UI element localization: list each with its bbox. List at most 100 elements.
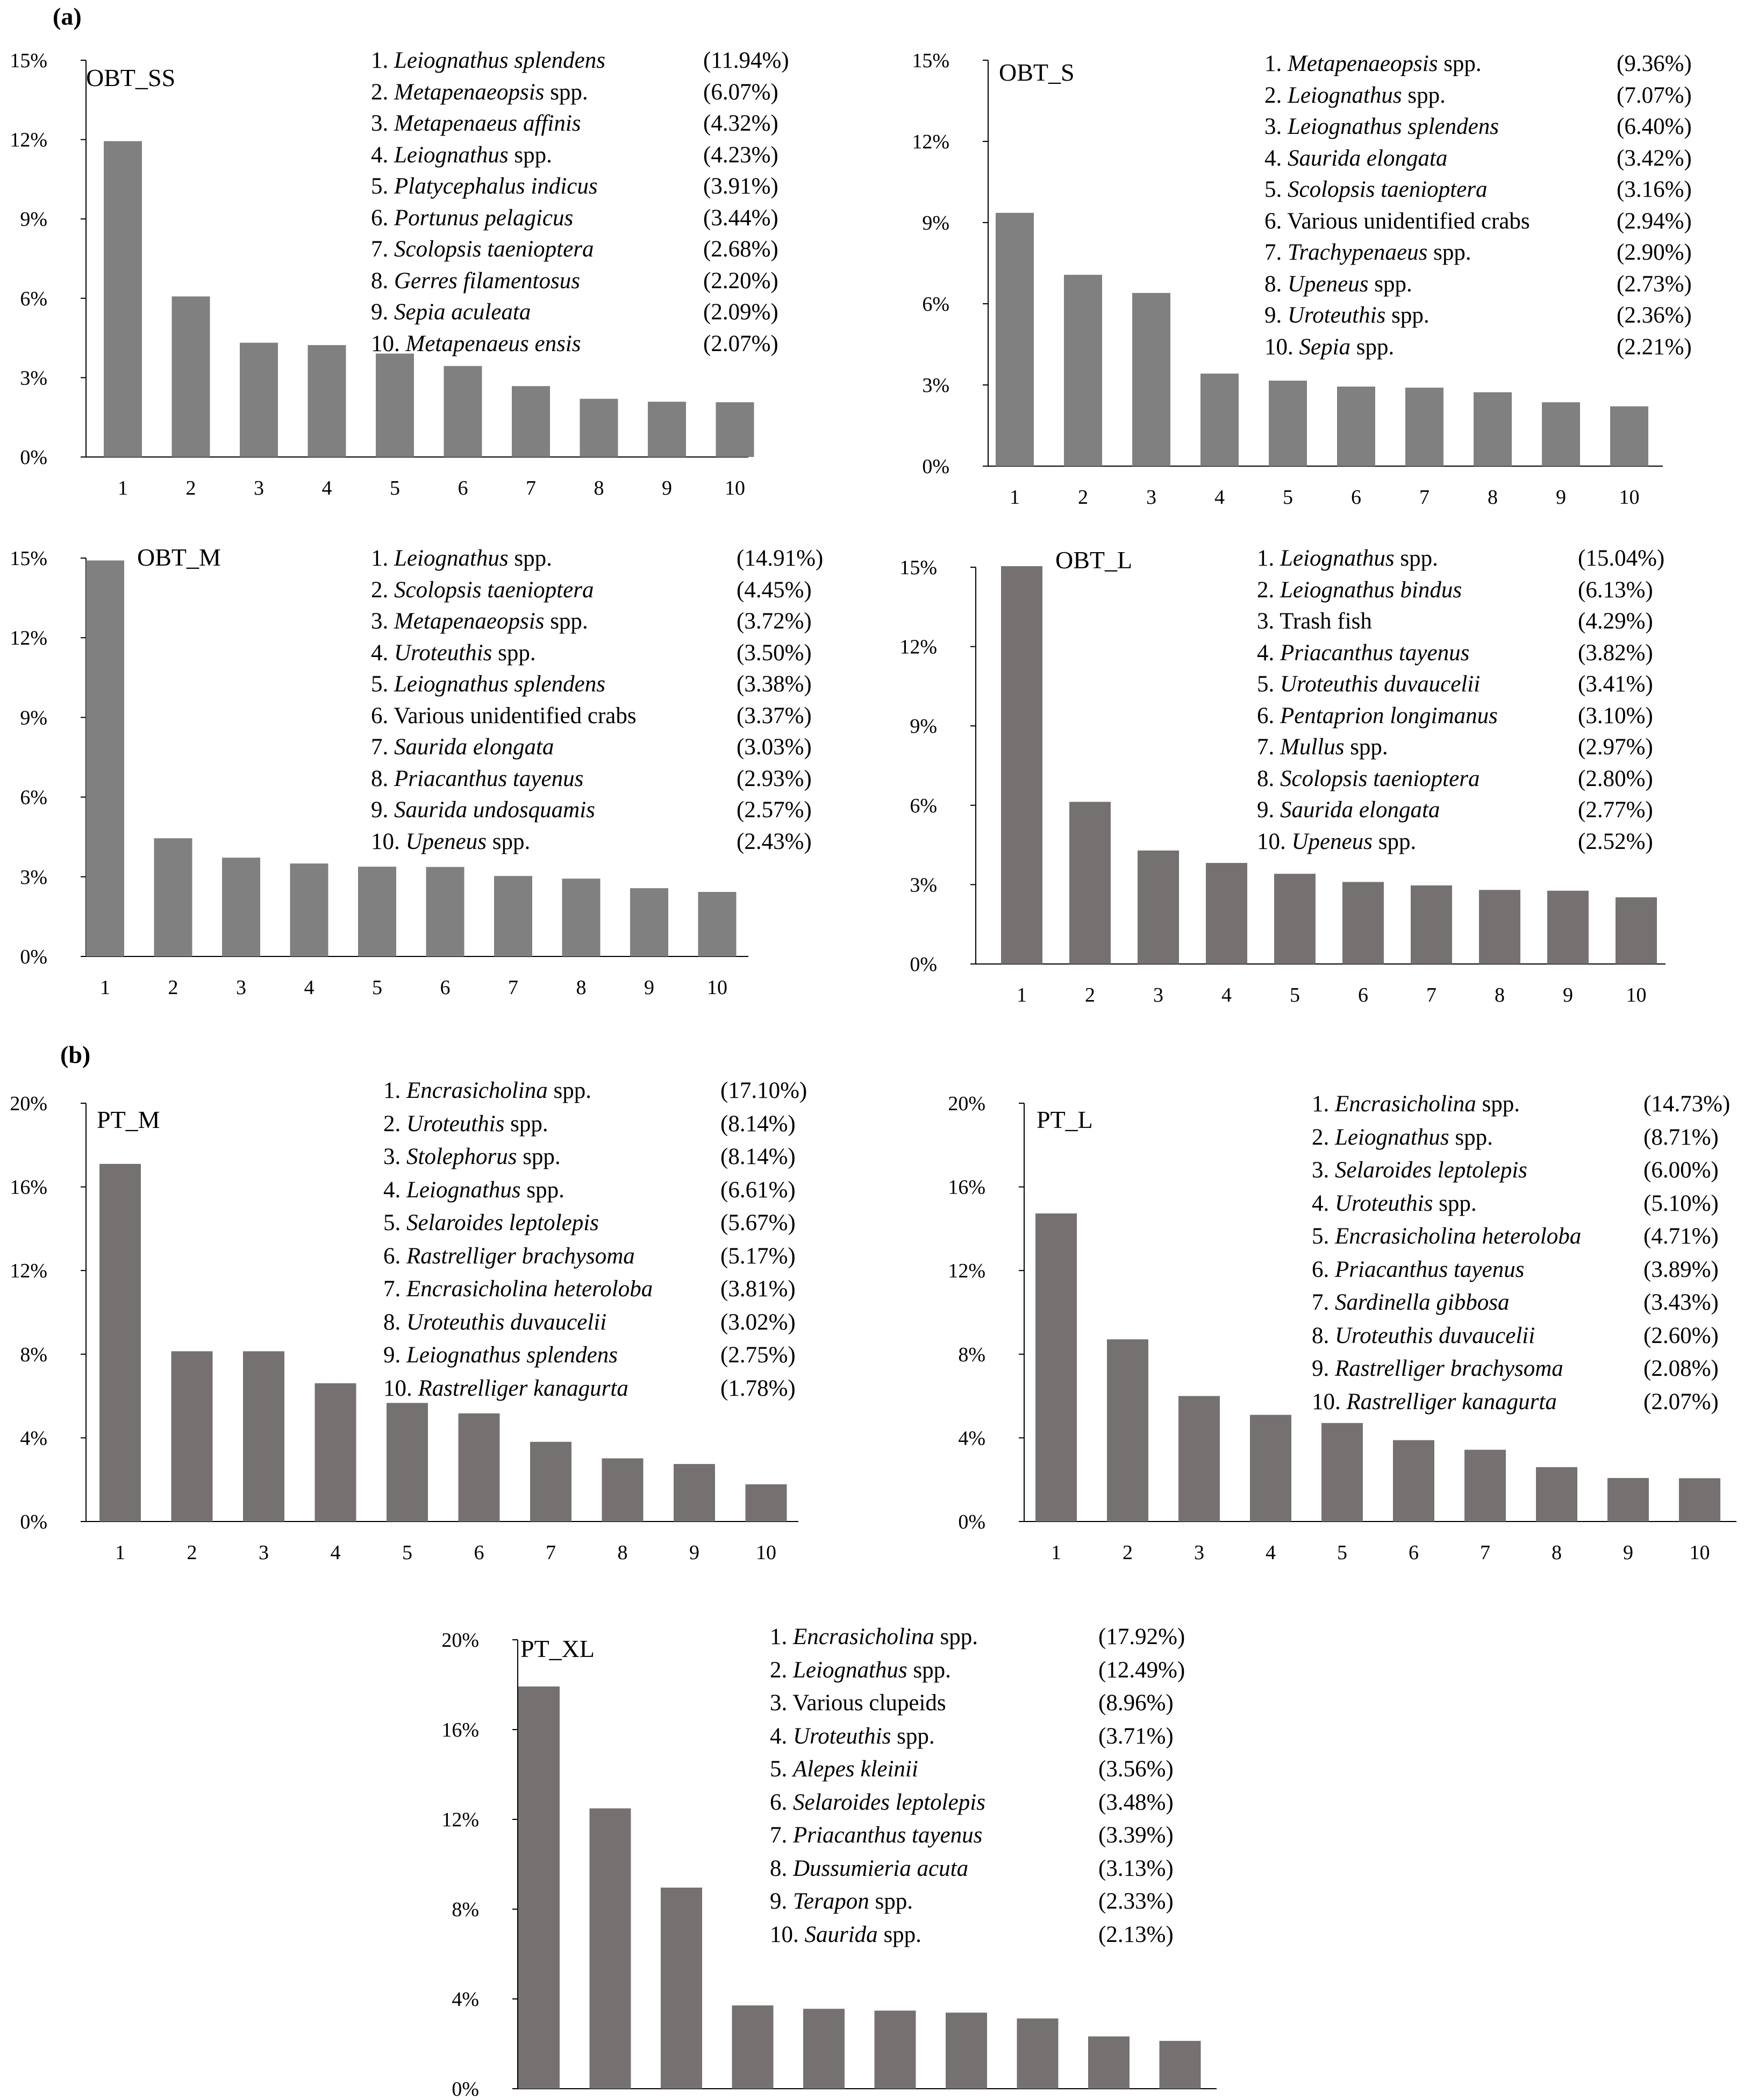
legend-item-percent: (3.91%) (703, 174, 778, 199)
legend-item-name-part: Trash fish (1280, 609, 1372, 634)
legend-item: 7. Trachypenaeus spp. (2.90%) (1264, 237, 1692, 268)
legend-item-name: 6. Various unidentified crabs (371, 703, 637, 728)
legend-item-name: 3. Metapenaeus affinis (371, 111, 581, 136)
x-tick-label: 4 (1221, 984, 1232, 1006)
y-tick-label: 15% (912, 49, 949, 72)
legend-item-name-part: spp. (504, 1111, 548, 1137)
bar-7 (494, 876, 532, 956)
legend-item: 10. Saurida spp. (2.13%) (770, 1919, 1174, 1951)
y-tick-label: 9% (20, 208, 47, 231)
legend-item-rank: 3. (371, 609, 394, 634)
legend-item-percent: (3.48%) (1098, 1789, 1174, 1815)
bar-7 (1411, 885, 1452, 964)
legend-item-name-part: Leiognathus (1280, 546, 1395, 571)
legend-item: 9. Sepia aculeata (2.09%) (371, 297, 778, 328)
legend-item-percent: (2.20%) (703, 268, 778, 294)
legend-item-name-part: Saurida elongata (1280, 797, 1440, 823)
legend-item-name-part: Scolopsis taenioptera (394, 577, 594, 603)
legend-item-percent: (6.00%) (1643, 1158, 1719, 1183)
bar-4 (732, 2005, 774, 2089)
bar-6 (874, 2010, 916, 2089)
legend-item-rank: 2. (1264, 82, 1288, 108)
legend-item-name-part: Uroteuthis (1288, 303, 1386, 328)
legend-item-name: 2. Leiognathus bindus (1257, 577, 1462, 603)
legend-item-percent: (17.10%) (720, 1078, 807, 1103)
legend-item-percent: (17.92%) (1098, 1624, 1185, 1649)
legend-item-rank: 10. (371, 331, 406, 356)
x-tick-label: 1 (1017, 984, 1027, 1006)
x-tick-label: 1 (115, 1541, 125, 1564)
legend-item: 5. Scolopsis taenioptera (3.16%) (1264, 174, 1692, 205)
legend-item-name: 10. Sepia spp. (1264, 334, 1394, 360)
legend-item: 10. Rastrelliger kanagurta (2.07%) (1312, 1387, 1719, 1418)
legend-item: 2. Leiognathus spp. (7.07%) (1264, 80, 1692, 111)
bar-2 (1064, 275, 1102, 466)
legend-item-percent: (2.73%) (1617, 271, 1692, 297)
legend-item: 3. Various clupeids (8.96%) (770, 1688, 1174, 1719)
legend-item-name-part: Various clupeids (792, 1690, 946, 1716)
legend-item: 2. Metapenaeopsis spp. (6.07%) (371, 77, 778, 108)
legend-item-percent: (2.13%) (1098, 1922, 1174, 1947)
x-tick-label: 8 (1495, 984, 1505, 1006)
legend-item-name-part: Leiognathus bindus (1280, 577, 1462, 603)
legend-item: 7. Priacanthus tayenus (3.39%) (770, 1820, 1174, 1851)
legend-item-name-part: Uroteuthis (793, 1723, 891, 1749)
legend-item-name: 9. Saurida undosquamis (371, 797, 595, 823)
bar-3 (1132, 292, 1170, 466)
x-tick-label: 8 (594, 477, 604, 499)
bar-10 (1159, 2041, 1201, 2089)
legend-item-name: 2. Uroteuthis spp. (383, 1111, 548, 1137)
bar-4 (1206, 863, 1247, 964)
legend-item: 4. Leiognathus spp. (6.61%) (383, 1175, 796, 1206)
legend-item-name-part: Leiognathus (394, 142, 509, 168)
legend-item-name-part: spp. (1350, 334, 1395, 360)
legend-item-percent: (2.77%) (1578, 797, 1653, 823)
legend-item-percent: (3.03%) (737, 734, 812, 760)
legend-item-name: 5. Scolopsis taenioptera (1264, 177, 1487, 202)
legend-item-name-part: Uroteuthis duvaucelii (1335, 1323, 1535, 1348)
legend-item-name: 4. Uroteuthis spp. (770, 1724, 935, 1749)
legend-item-rank: 8. (1312, 1323, 1335, 1348)
legend-item-name-part: Priacanthus tayenus (1335, 1256, 1525, 1282)
legend-item-name-part: spp. (1372, 828, 1417, 854)
legend-item-rank: 10. (1257, 828, 1292, 854)
legend-item-name: 7. Priacanthus tayenus (770, 1823, 982, 1848)
y-tick-label: 12% (10, 129, 47, 152)
legend-item-percent: (2.36%) (1617, 303, 1692, 328)
bar-10 (745, 1484, 787, 1522)
legend-item-rank: 6. (371, 205, 394, 231)
y-tick-label: 12% (10, 627, 47, 649)
x-tick-label: 3 (1153, 984, 1163, 1006)
legend-item: 5. Encrasicholina heteroloba (4.71%) (1312, 1221, 1719, 1252)
bar-10 (1616, 897, 1657, 964)
x-tick-label: 9 (1623, 1541, 1633, 1564)
bar-3 (222, 858, 260, 956)
legend-item-name-part: Upeneus (405, 828, 487, 854)
y-tick-label: 0% (958, 1511, 985, 1533)
legend-item-name-part: spp. (1402, 82, 1446, 108)
y-tick-label: 8% (452, 1898, 479, 1921)
y-tick-label: 8% (958, 1344, 985, 1366)
legend-item: 8. Dussumieria acuta (3.13%) (770, 1853, 1174, 1884)
legend-item-rank: 10. (770, 1922, 805, 1947)
bar-6 (458, 1413, 500, 1522)
legend-item: 5. Uroteuthis duvaucelii (3.41%) (1257, 669, 1653, 700)
x-tick-label: 5 (1337, 1541, 1347, 1564)
legend-item: 10. Sepia spp. (2.21%) (1264, 332, 1692, 363)
bar-5 (376, 353, 414, 457)
legend-item-rank: 9. (1264, 303, 1288, 328)
legend-item-name-part: Saurida elongata (1288, 145, 1448, 171)
legend-item-percent: (3.37%) (737, 703, 812, 728)
legend-item-name: 6. Rastrelliger brachysoma (383, 1244, 635, 1269)
legend-item-name: 8. Priacanthus tayenus (371, 766, 583, 791)
legend-item-name-part: spp. (1344, 734, 1388, 760)
chart-title: OBT_M (137, 544, 221, 571)
x-tick-label: 7 (526, 477, 536, 499)
legend-item-rank: 10. (383, 1375, 418, 1401)
legend-item-name-part: spp. (520, 1177, 564, 1203)
legend-item: 8. Uroteuthis duvaucelii (3.02%) (383, 1307, 796, 1338)
legend-item-rank: 1. (1312, 1091, 1335, 1117)
legend-item-name-part: spp. (1427, 240, 1471, 265)
legend-item-rank: 4. (383, 1177, 406, 1203)
